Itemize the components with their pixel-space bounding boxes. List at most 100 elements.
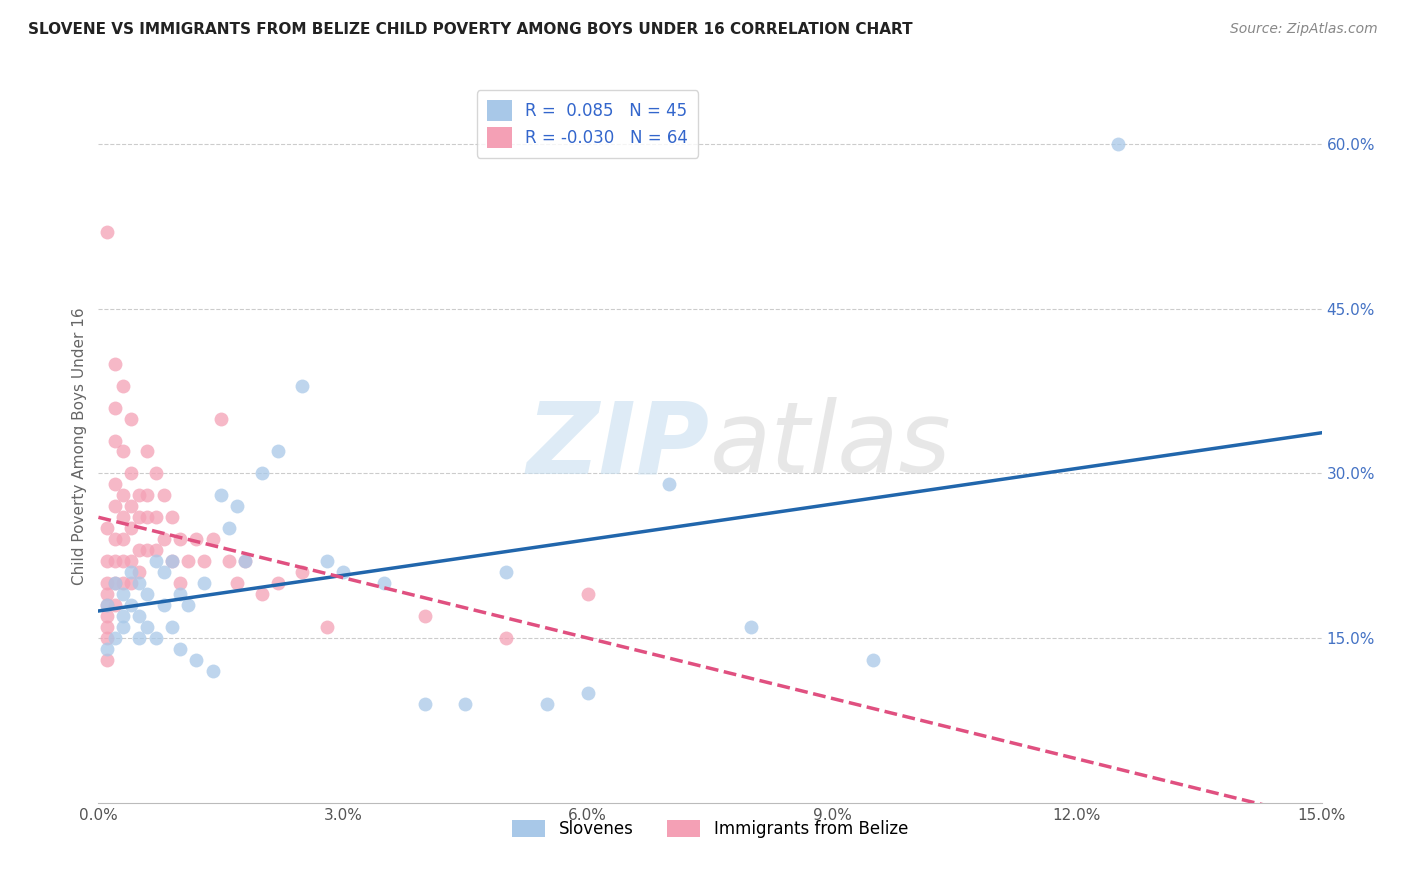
Point bbox=[96, 598, 118, 612]
Point bbox=[413, 697, 436, 711]
Point bbox=[111, 554, 134, 568]
Point bbox=[111, 444, 134, 458]
Point bbox=[111, 533, 134, 547]
Point bbox=[96, 587, 118, 601]
Point bbox=[96, 642, 118, 657]
Point bbox=[120, 500, 142, 514]
Text: atlas: atlas bbox=[710, 398, 952, 494]
Point bbox=[96, 631, 118, 645]
Point bbox=[128, 488, 150, 502]
Point bbox=[96, 521, 118, 535]
Point bbox=[201, 533, 224, 547]
Point bbox=[104, 401, 127, 415]
Point bbox=[104, 631, 127, 645]
Point bbox=[104, 434, 127, 448]
Point bbox=[186, 533, 208, 547]
Point bbox=[111, 620, 134, 634]
Point bbox=[145, 543, 167, 558]
Text: Source: ZipAtlas.com: Source: ZipAtlas.com bbox=[1230, 22, 1378, 37]
Point bbox=[104, 554, 127, 568]
Point bbox=[193, 554, 215, 568]
Point bbox=[160, 620, 183, 634]
Point bbox=[1107, 137, 1129, 152]
Point bbox=[128, 631, 150, 645]
Point bbox=[120, 467, 142, 481]
Point bbox=[111, 609, 134, 624]
Point bbox=[152, 566, 174, 580]
Point bbox=[128, 566, 150, 580]
Point bbox=[120, 598, 142, 612]
Point bbox=[136, 444, 159, 458]
Point bbox=[250, 467, 273, 481]
Point bbox=[128, 609, 150, 624]
Point bbox=[104, 576, 127, 591]
Point bbox=[120, 576, 142, 591]
Point bbox=[136, 510, 159, 524]
Point bbox=[267, 444, 290, 458]
Point bbox=[576, 587, 599, 601]
Point bbox=[862, 653, 884, 667]
Point bbox=[104, 598, 127, 612]
Point bbox=[576, 686, 599, 700]
Point bbox=[136, 587, 159, 601]
Point bbox=[120, 411, 142, 425]
Point bbox=[177, 554, 200, 568]
Point bbox=[160, 554, 183, 568]
Point bbox=[186, 653, 208, 667]
Point bbox=[128, 510, 150, 524]
Point bbox=[413, 609, 436, 624]
Point bbox=[209, 411, 232, 425]
Point bbox=[233, 554, 256, 568]
Point bbox=[658, 477, 681, 491]
Point bbox=[209, 488, 232, 502]
Point bbox=[96, 576, 118, 591]
Point bbox=[233, 554, 256, 568]
Point bbox=[315, 554, 337, 568]
Point bbox=[111, 587, 134, 601]
Point bbox=[145, 510, 167, 524]
Point bbox=[120, 521, 142, 535]
Point bbox=[111, 488, 134, 502]
Point bbox=[152, 488, 174, 502]
Legend: R =  0.085   N = 45, R = -0.030   N = 64: R = 0.085 N = 45, R = -0.030 N = 64 bbox=[477, 90, 699, 158]
Point bbox=[160, 554, 183, 568]
Point bbox=[96, 653, 118, 667]
Point bbox=[193, 576, 215, 591]
Point bbox=[145, 631, 167, 645]
Point bbox=[315, 620, 337, 634]
Point bbox=[250, 587, 273, 601]
Point bbox=[120, 554, 142, 568]
Point bbox=[177, 598, 200, 612]
Point bbox=[454, 697, 477, 711]
Point bbox=[104, 500, 127, 514]
Point bbox=[536, 697, 558, 711]
Point bbox=[111, 576, 134, 591]
Point bbox=[201, 664, 224, 678]
Point bbox=[111, 378, 134, 392]
Point bbox=[495, 631, 517, 645]
Point bbox=[104, 533, 127, 547]
Point bbox=[267, 576, 290, 591]
Point bbox=[136, 488, 159, 502]
Point bbox=[218, 554, 240, 568]
Text: ZIP: ZIP bbox=[527, 398, 710, 494]
Point bbox=[104, 357, 127, 371]
Point bbox=[160, 510, 183, 524]
Point bbox=[136, 620, 159, 634]
Text: SLOVENE VS IMMIGRANTS FROM BELIZE CHILD POVERTY AMONG BOYS UNDER 16 CORRELATION : SLOVENE VS IMMIGRANTS FROM BELIZE CHILD … bbox=[28, 22, 912, 37]
Point bbox=[96, 620, 118, 634]
Y-axis label: Child Poverty Among Boys Under 16: Child Poverty Among Boys Under 16 bbox=[72, 307, 87, 585]
Point bbox=[96, 609, 118, 624]
Point bbox=[152, 598, 174, 612]
Point bbox=[145, 554, 167, 568]
Point bbox=[104, 477, 127, 491]
Point bbox=[104, 576, 127, 591]
Point bbox=[96, 225, 118, 239]
Point bbox=[169, 533, 191, 547]
Point bbox=[332, 566, 354, 580]
Point bbox=[226, 576, 249, 591]
Point bbox=[128, 543, 150, 558]
Point bbox=[169, 587, 191, 601]
Point bbox=[169, 642, 191, 657]
Point bbox=[740, 620, 762, 634]
